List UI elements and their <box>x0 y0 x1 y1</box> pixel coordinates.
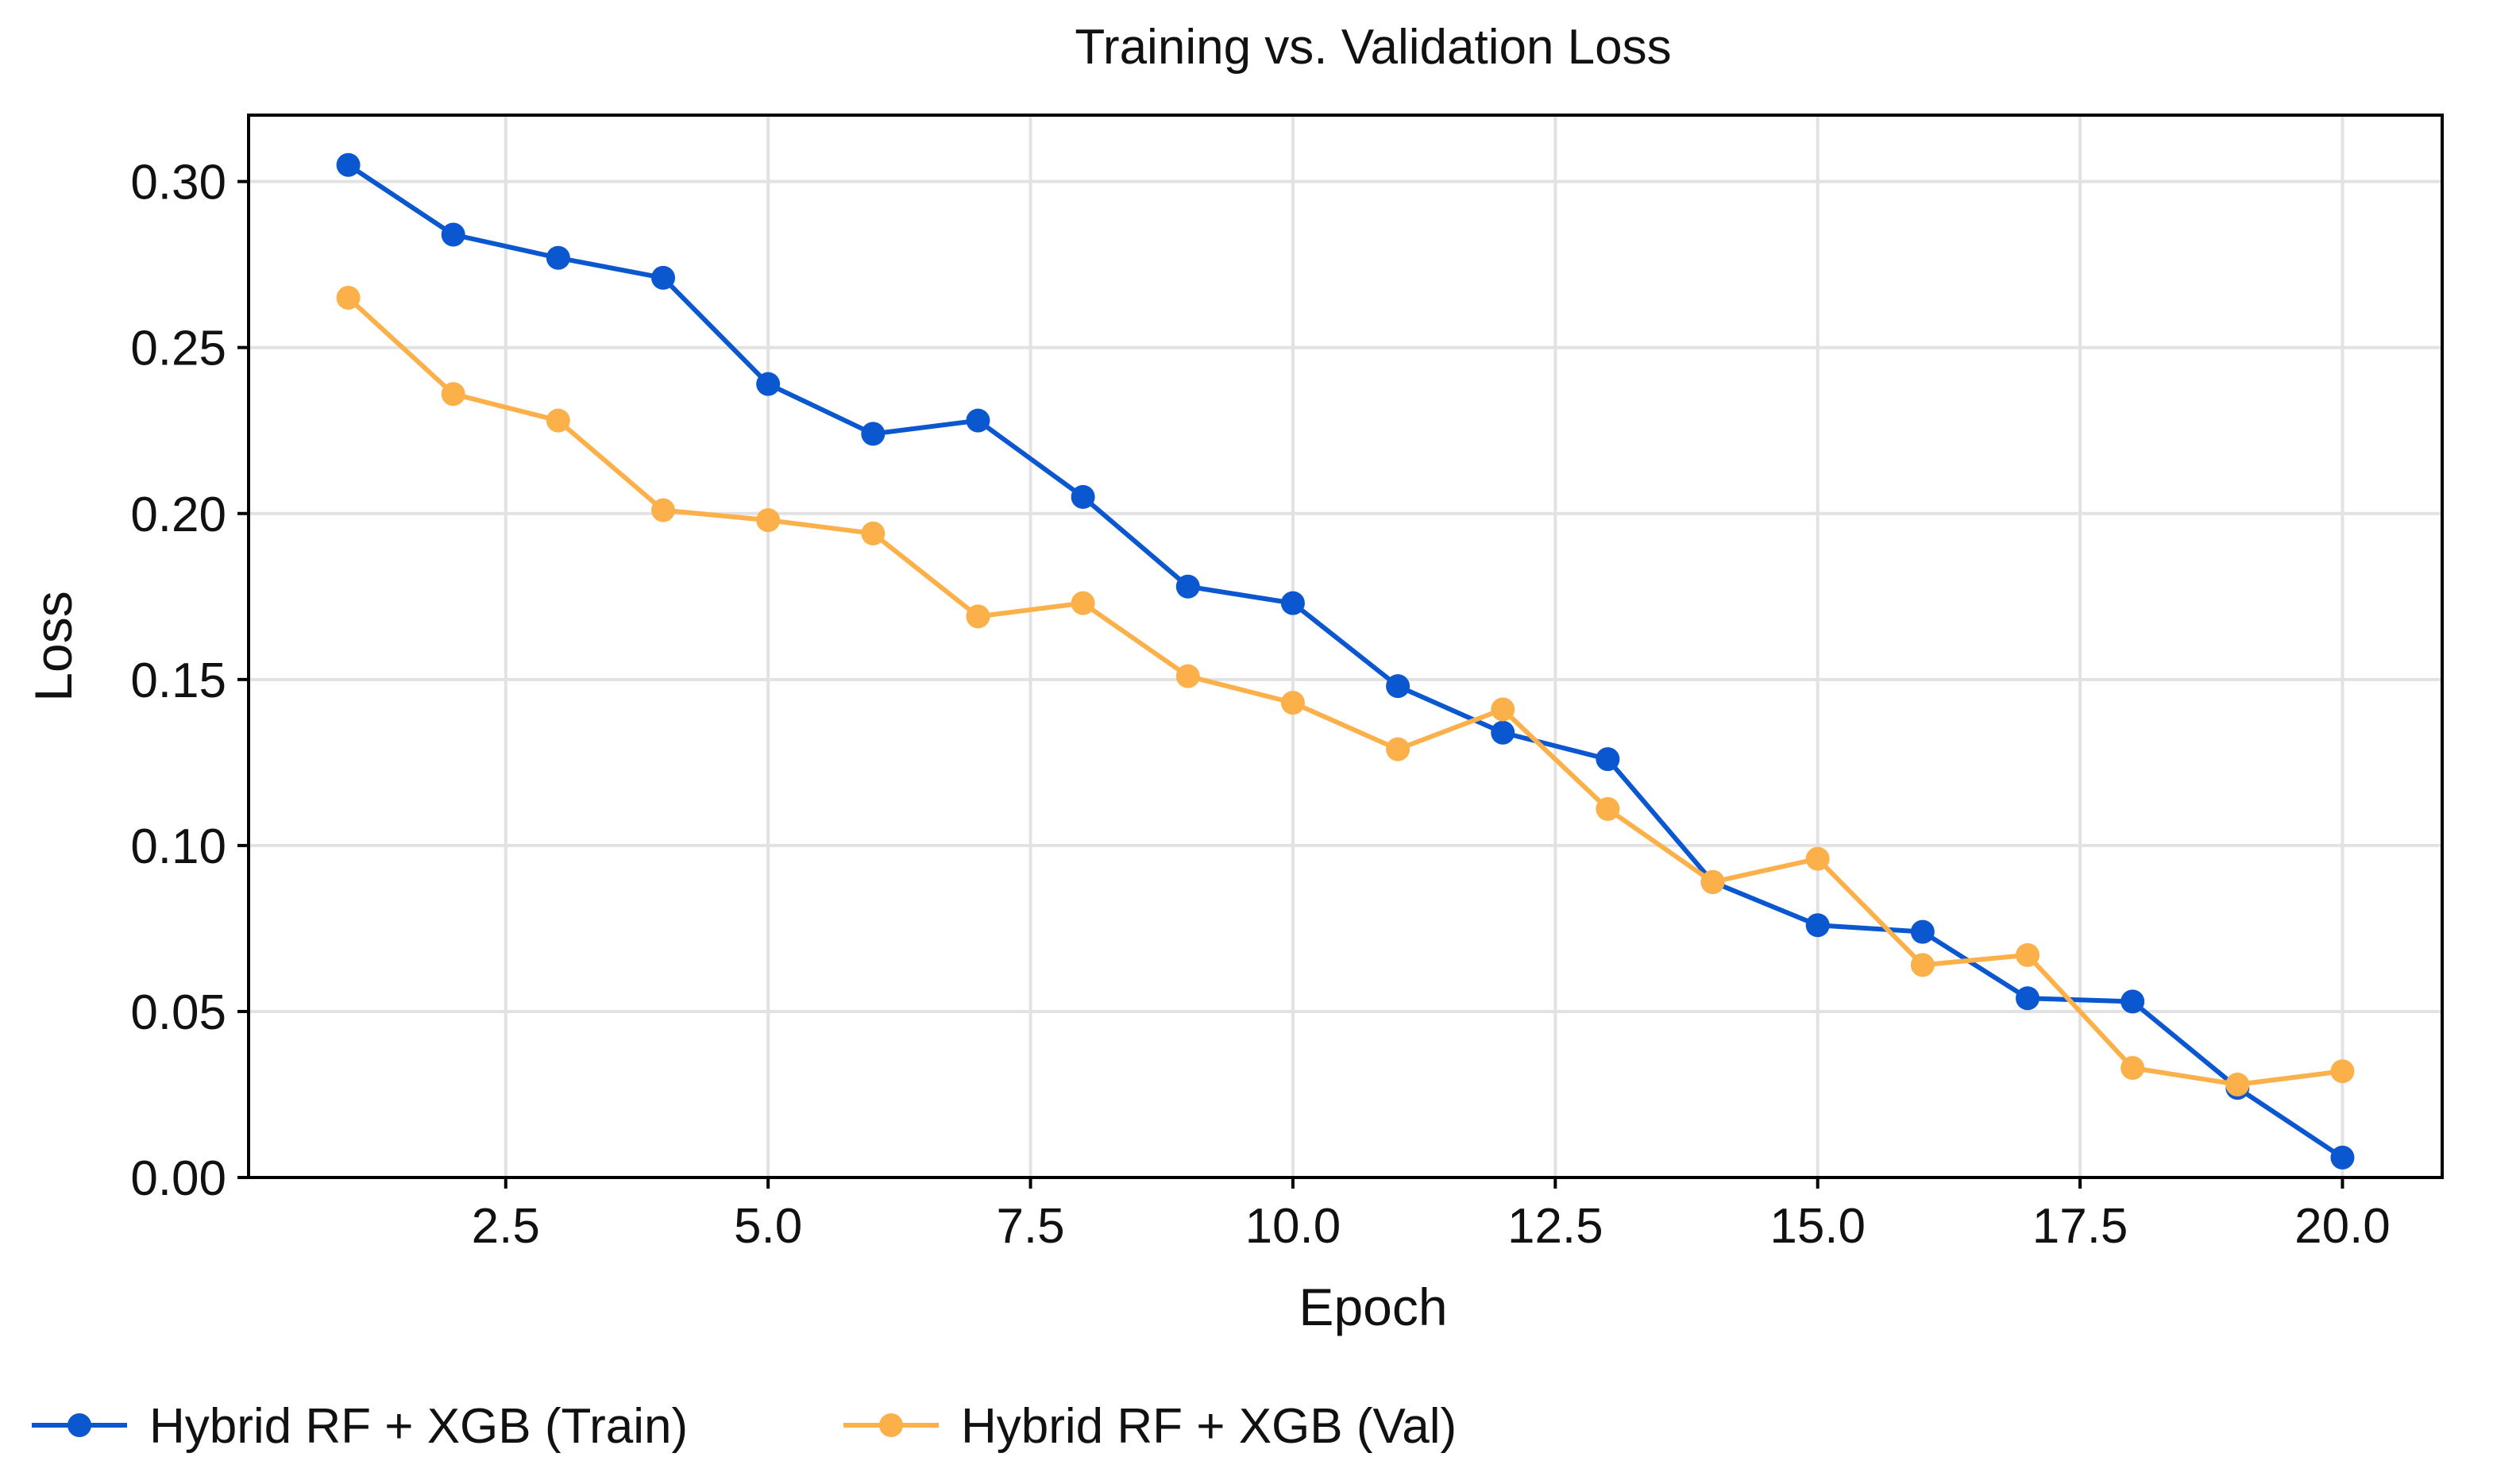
data-point <box>651 498 676 522</box>
data-point <box>2121 989 2145 1014</box>
x-tick-label: 17.5 <box>2032 1199 2128 1254</box>
x-tick-label: 15.0 <box>1769 1199 1866 1254</box>
plot-area-frame <box>247 114 2444 1179</box>
data-point <box>2330 1059 2355 1084</box>
data-point <box>1071 484 1095 509</box>
legend-label: Hybrid RF + XGB (Train) <box>149 1399 688 1454</box>
data-point <box>441 222 465 247</box>
data-point <box>1386 737 1411 761</box>
x-tick-label: 2.5 <box>472 1199 540 1254</box>
y-tick-label: 0.00 <box>130 1151 226 1206</box>
data-point <box>1491 720 1515 745</box>
data-point <box>1491 697 1515 722</box>
data-point <box>2015 986 2040 1011</box>
data-point <box>1596 747 1620 772</box>
y-tick-label: 0.25 <box>130 322 226 376</box>
data-point <box>861 422 886 446</box>
data-point <box>966 408 990 433</box>
data-point <box>1280 591 1305 615</box>
y-tick-label: 0.30 <box>130 156 226 210</box>
data-point <box>861 521 886 545</box>
y-tick-label: 0.15 <box>130 653 226 708</box>
data-point <box>1596 796 1620 821</box>
data-point <box>756 508 781 533</box>
data-point <box>1175 664 1200 688</box>
data-point <box>336 152 361 177</box>
data-point <box>441 382 465 407</box>
x-tick-label: 20.0 <box>2294 1199 2391 1254</box>
x-tick-label: 12.5 <box>1507 1199 1603 1254</box>
y-tick-label: 0.05 <box>130 985 226 1040</box>
series-layer <box>336 152 2355 1170</box>
data-point <box>1280 691 1305 715</box>
series-line <box>346 163 2344 1160</box>
x-tick-label: 7.5 <box>996 1199 1064 1254</box>
axis-ticks: 2.5 5.0 7.5 10.0 12.5 15.0 17.5 20.0 0.00 0.05 0.1… <box>130 156 2390 1254</box>
data-point <box>1910 919 1935 944</box>
data-point <box>1071 591 1095 615</box>
data-point <box>1910 953 1935 977</box>
grid-lines <box>249 115 2442 1179</box>
legend-marker <box>879 1413 903 1437</box>
data-point <box>2121 1056 2145 1081</box>
data-point <box>2015 942 2040 967</box>
legend-item: Hybrid RF + XGB (Train) <box>32 1399 688 1454</box>
data-point <box>1386 674 1411 699</box>
data-point <box>1805 846 1830 871</box>
legend: Hybrid RF + XGB (Train) Hybrid RF + XGB (… <box>32 1399 1457 1454</box>
y-axis-label: Loss <box>24 591 83 701</box>
data-point <box>966 604 990 629</box>
legend-item: Hybrid RF + XGB (Val) <box>843 1399 1457 1454</box>
data-point <box>546 245 570 270</box>
y-tick-label: 0.20 <box>130 488 226 542</box>
data-point <box>2330 1145 2355 1170</box>
x-tick-label: 10.0 <box>1245 1199 1341 1254</box>
chart-title: Training vs. Validation Loss <box>1075 20 1671 75</box>
data-point <box>651 265 676 290</box>
legend-marker <box>68 1413 91 1437</box>
x-tick-label: 5.0 <box>734 1199 802 1254</box>
data-point <box>756 372 781 396</box>
series-val <box>336 285 2355 1097</box>
data-point <box>1700 869 1725 894</box>
series-line <box>346 295 2343 1087</box>
data-point <box>1805 913 1830 938</box>
x-axis-label: Epoch <box>1299 1278 1447 1336</box>
legend-label: Hybrid RF + XGB (Val) <box>961 1399 1457 1454</box>
data-point <box>546 408 570 433</box>
data-point <box>1175 574 1200 599</box>
data-point <box>336 285 361 310</box>
y-tick-label: 0.10 <box>130 819 226 874</box>
data-point <box>2225 1072 2250 1097</box>
series-train <box>336 152 2355 1170</box>
